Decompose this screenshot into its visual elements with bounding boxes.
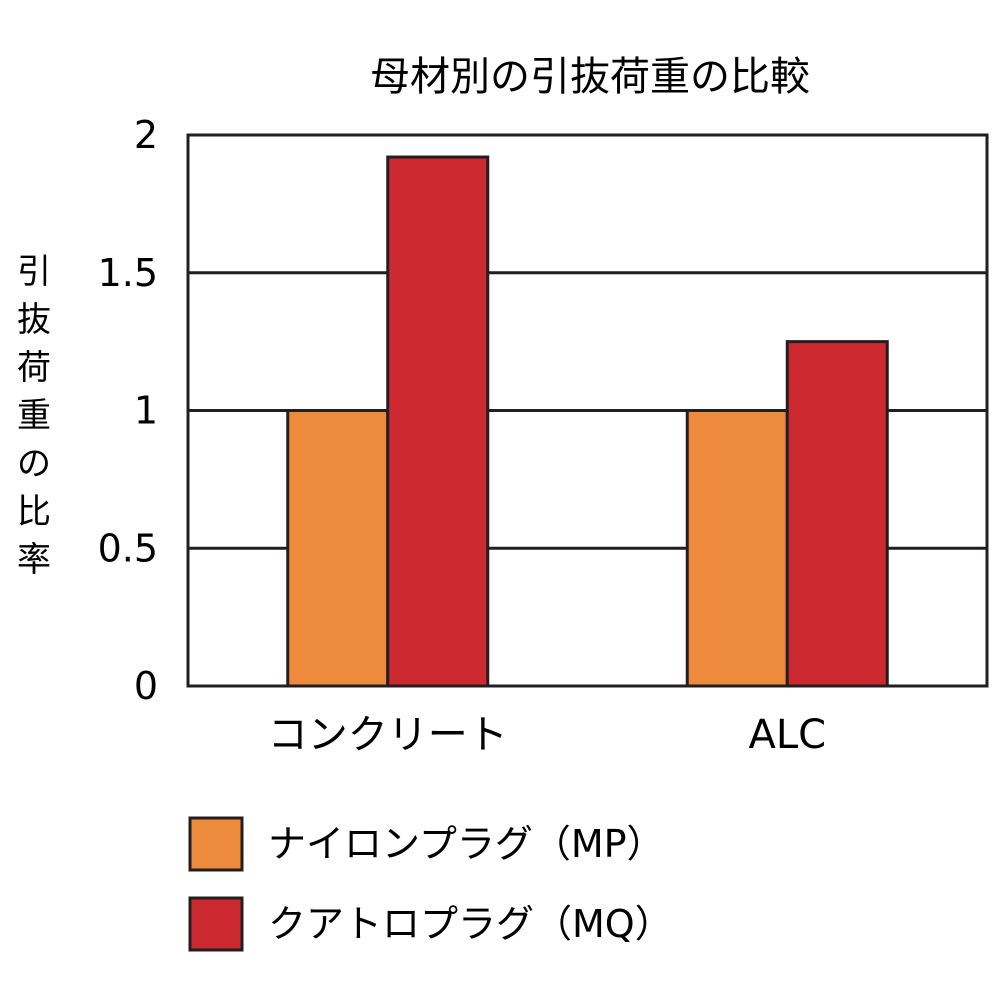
legend: ナイロンプラグ（MP） クアトロプラグ（MQ） xyxy=(188,816,673,952)
x-axis-categories: コンクリート ALC xyxy=(268,712,826,758)
y-axis-label: 引抜荷重の比率 xyxy=(17,252,51,580)
y-tick-label: 0 xyxy=(134,664,158,708)
legend-label: ナイロンプラグ（MP） xyxy=(268,822,665,866)
legend-label: クアトロプラグ（MQ） xyxy=(268,902,673,946)
bar xyxy=(386,155,490,688)
chart-title: 母材別の引抜荷重の比較 xyxy=(370,54,810,100)
bars xyxy=(286,155,889,688)
bar xyxy=(785,340,889,688)
y-axis-ticks: 0 0.5 1 1.5 2 xyxy=(98,113,158,708)
y-tick-label: 2 xyxy=(134,113,158,157)
bar xyxy=(286,409,390,688)
legend-swatch xyxy=(188,896,244,952)
x-category-label: ALC xyxy=(748,712,826,758)
x-category-label: コンクリート xyxy=(268,712,508,758)
y-axis-label-text: 引抜荷重の比率 xyxy=(17,252,51,580)
bar xyxy=(685,409,789,688)
y-tick-label: 1 xyxy=(134,389,158,433)
legend-swatch xyxy=(188,816,244,872)
plot-frame xyxy=(186,133,989,688)
y-tick-label: 0.5 xyxy=(98,526,158,570)
y-tick-label: 1.5 xyxy=(98,251,158,295)
